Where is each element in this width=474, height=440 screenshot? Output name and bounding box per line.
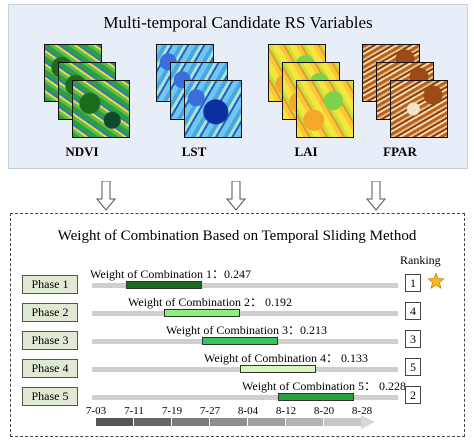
rank-value: 2 — [405, 386, 421, 404]
timeline-segment — [286, 418, 323, 426]
sliding-method-title: Weight of Combination Based on Temporal … — [57, 228, 417, 244]
lai-stack — [268, 44, 368, 140]
down-arrow-icon — [96, 181, 116, 211]
phase-track — [92, 311, 398, 316]
weight-label: Weight of Combination 3：0.213 — [166, 323, 328, 337]
timeline-tick-label: 8-04 — [237, 405, 259, 417]
phase-track — [92, 395, 398, 400]
lai-map-3 — [296, 80, 354, 138]
timeline-tick-label: 8-28 — [351, 405, 373, 417]
ndvi-image-stack: NDVI — [38, 44, 148, 164]
rank-value: 5 — [405, 358, 421, 376]
timeline-tick-label: 7-19 — [161, 405, 183, 417]
lst-label: LST — [181, 144, 207, 159]
rank-value: 3 — [405, 330, 421, 348]
fpar-stack — [362, 44, 462, 140]
lai-label: LAI — [294, 144, 318, 159]
phase-label: Phase 5 — [22, 387, 78, 406]
lst-map-3 — [184, 80, 242, 138]
timeline-segment — [96, 418, 133, 426]
rank-value: 4 — [405, 302, 421, 320]
candidate-variables-title: Multi-temporal Candidate RS Variables — [103, 13, 373, 32]
rank-value: 1 — [405, 274, 421, 292]
lai-image-stack: LAI — [262, 44, 372, 164]
phase-label: Phase 1 — [22, 275, 78, 294]
phase-label: Phase 3 — [22, 331, 78, 350]
phase-label: Phase 4 — [22, 359, 78, 378]
weight-label: Weight of Combination 4： 0.133 — [204, 351, 369, 365]
phase-label: Phase 2 — [22, 303, 78, 322]
ndvi-map-3 — [72, 80, 130, 138]
fpar-map-3 — [390, 80, 448, 138]
fpar-label: FPAR — [383, 144, 417, 159]
down-arrow-icon — [226, 181, 246, 211]
timeline-tick-label: 8-12 — [275, 405, 297, 417]
combination-segment — [202, 337, 278, 345]
ndvi-label: NDVI — [65, 144, 99, 159]
ranking-header: Ranking — [400, 253, 441, 267]
combination-segment — [278, 393, 354, 401]
timeline-segment — [172, 418, 209, 426]
ndvi-stack — [44, 44, 144, 140]
timeline-tick-label: 7-11 — [124, 405, 144, 417]
timeline-segment — [324, 418, 361, 426]
timeline-segment — [248, 418, 285, 426]
star-icon — [427, 272, 445, 289]
timeline-segment — [210, 418, 247, 426]
timeline-tick-label: 8-20 — [313, 405, 335, 417]
weight-label: Weight of Combination 5： 0.228 — [242, 379, 407, 393]
weight-label: Weight of Combination 1：0.247 — [90, 267, 252, 281]
combination-segment — [126, 281, 202, 289]
down-arrow-icon — [366, 181, 386, 211]
sliding-method-panel — [10, 213, 465, 437]
combination-segment — [164, 309, 240, 317]
lst-stack — [156, 44, 256, 140]
lst-image-stack: LST — [150, 44, 260, 164]
timeline-tick-label: 7-03 — [85, 405, 107, 417]
timeline-segment — [134, 418, 171, 426]
timeline-tick-label: 7-27 — [199, 405, 221, 417]
combination-segment — [240, 365, 316, 373]
timeline-arrow-icon — [361, 415, 375, 429]
weight-label: Weight of Combination 2： 0.192 — [128, 295, 293, 309]
fpar-image-stack: FPAR — [356, 44, 466, 164]
phase-track — [92, 283, 398, 288]
